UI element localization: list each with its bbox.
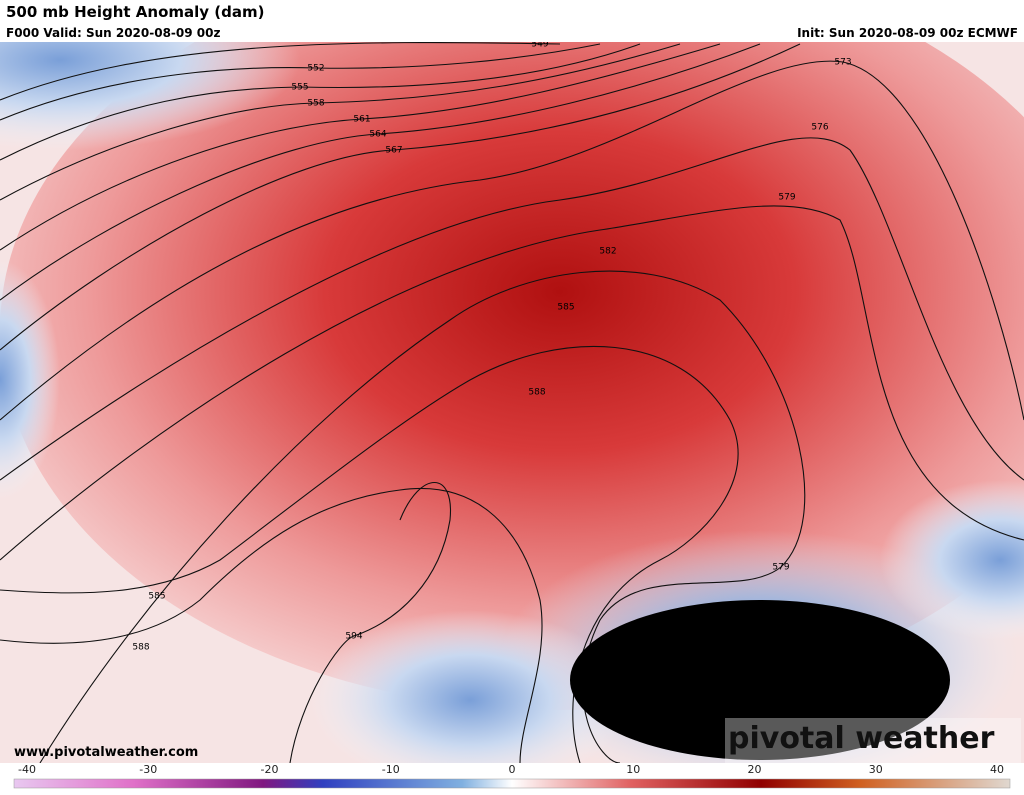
contour-label: 549 [531, 40, 548, 50]
colorbar-tick-label: -20 [261, 763, 279, 776]
contour-label: 579 [763, 708, 780, 718]
contour-label: 573 [834, 58, 851, 68]
colorbar-tick-label: -40 [18, 763, 36, 776]
contours [0, 42, 1024, 763]
colorbar-tick-label: -10 [382, 763, 400, 776]
contour-label: 576 [757, 678, 774, 688]
valid-time: F000 Valid: Sun 2020-08-09 00z [6, 26, 220, 40]
website: www.pivotalweather.com [14, 745, 198, 760]
contour-label: 594 [345, 632, 362, 642]
logo-backdrop [725, 718, 1021, 763]
contour-label: 576 [811, 123, 828, 133]
colorbar-tick-label: 30 [869, 763, 883, 776]
logo: pivotal weather [728, 721, 995, 756]
contour-label: 588 [528, 388, 545, 398]
contour-label: 561 [353, 115, 370, 125]
contour-label: 579 [778, 193, 795, 203]
contour-label: 567 [385, 146, 402, 156]
init-time: Init: Sun 2020-08-09 00z ECMWF [797, 26, 1018, 40]
contour-label: 558 [307, 99, 324, 109]
contour-label: 564 [369, 130, 386, 140]
contour-label: 585 [148, 592, 165, 602]
contour-label: 555 [291, 83, 308, 93]
contour-label: 552 [307, 64, 324, 74]
colorbar-tick-label: 40 [990, 763, 1004, 776]
contour-label: 579 [772, 563, 789, 573]
colorbar-tick-label: -30 [139, 763, 157, 776]
contour-label: 582 [599, 247, 616, 257]
colorbar [13, 778, 1011, 789]
title: 500 mb Height Anomaly (dam) [6, 3, 265, 21]
colorbar-tick-label: 10 [626, 763, 640, 776]
colorbar-tick-label: 0 [509, 763, 516, 776]
colorbar-tick-label: 20 [748, 763, 762, 776]
contour-label: 585 [557, 303, 574, 313]
contour-label: 588 [132, 643, 149, 653]
